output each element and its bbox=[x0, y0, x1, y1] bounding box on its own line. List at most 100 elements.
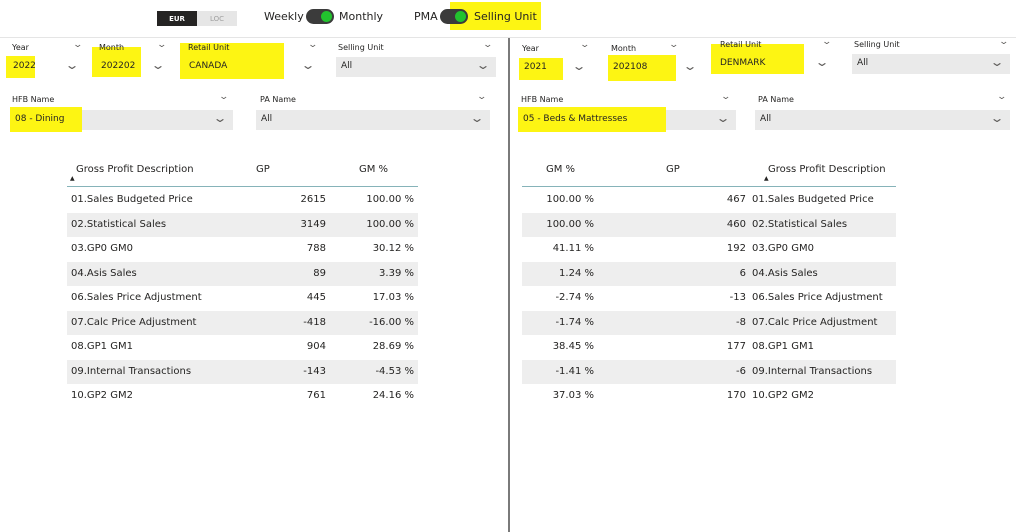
chevron-down-icon[interactable]: ⌄ bbox=[482, 40, 494, 50]
right-selling-unit-label: Selling Unit bbox=[854, 40, 900, 49]
right-hfb-name-value: 05 - Beds & Mattresses bbox=[523, 114, 628, 124]
cell-desc: 02.Statistical Sales bbox=[71, 218, 167, 230]
table-row[interactable]: 100.00 % 467 01.Sales Budgeted Price bbox=[522, 188, 896, 212]
cell-gm: 100.00 % bbox=[366, 218, 414, 230]
chevron-down-icon: ⌄ bbox=[989, 55, 1005, 69]
cell-gm: -1.74 % bbox=[555, 316, 594, 328]
table-row[interactable]: -1.74 % -8 07.Calc Price Adjustment bbox=[522, 310, 896, 335]
chevron-down-icon[interactable]: ⌄ bbox=[72, 40, 84, 50]
left-pa-name-dropdown[interactable]: All ⌄ bbox=[256, 110, 490, 130]
table-row[interactable]: 04.Asis Sales 89 3.39 % bbox=[67, 261, 418, 286]
table-row[interactable]: 100.00 % 460 02.Statistical Sales bbox=[522, 212, 896, 237]
right-pa-name-label: PA Name bbox=[758, 95, 794, 104]
left-year-value: 2022 bbox=[13, 61, 36, 71]
right-header-gm[interactable]: GM % bbox=[546, 164, 576, 175]
right-year-value: 2021 bbox=[524, 62, 547, 72]
cell-desc: 01.Sales Budgeted Price bbox=[752, 194, 874, 205]
table-row[interactable]: -2.74 % -13 06.Sales Price Adjustment bbox=[522, 286, 896, 310]
chevron-down-icon: ⌄ bbox=[469, 111, 485, 125]
table-row[interactable]: 08.GP1 GM1 904 28.69 % bbox=[67, 335, 418, 359]
chevron-down-icon[interactable]: ⌄ bbox=[668, 40, 680, 50]
table-row[interactable]: -1.41 % -6 09.Internal Transactions bbox=[522, 359, 896, 384]
right-hfb-name-dropdown[interactable]: 05 - Beds & Mattresses ⌄ bbox=[518, 107, 736, 132]
right-header-gp[interactable]: GP bbox=[666, 164, 680, 175]
cell-gp: 2615 bbox=[300, 194, 326, 205]
left-header-gp[interactable]: GP bbox=[256, 164, 270, 175]
right-year-dropdown[interactable]: 2021 ⌄ bbox=[519, 58, 592, 78]
cell-desc: 09.Internal Transactions bbox=[752, 365, 873, 377]
chevron-down-icon[interactable]: ⌄ bbox=[996, 92, 1008, 102]
mode-toggle-switch[interactable] bbox=[440, 9, 468, 24]
chevron-down-icon: ⌄ bbox=[475, 58, 491, 72]
chevron-down-icon: ⌄ bbox=[814, 55, 830, 69]
left-month-value: 202202 bbox=[101, 61, 136, 71]
cell-gp: 177 bbox=[726, 341, 746, 352]
cell-gp: 904 bbox=[306, 341, 326, 352]
cell-desc: 04.Asis Sales bbox=[71, 267, 137, 279]
cell-desc: 03.GP0 GM0 bbox=[71, 243, 133, 254]
table-row[interactable]: 10.GP2 GM2 761 24.16 % bbox=[67, 384, 418, 408]
table-row[interactable]: 01.Sales Budgeted Price 2615 100.00 % bbox=[67, 188, 418, 212]
right-retail-unit-dropdown[interactable]: DENMARK ⌄ bbox=[715, 54, 835, 74]
chevron-down-icon[interactable]: ⌄ bbox=[307, 40, 319, 50]
left-header-gm[interactable]: GM % bbox=[359, 164, 389, 175]
chevron-down-icon[interactable]: ⌄ bbox=[218, 92, 230, 102]
table-row[interactable]: 38.45 % 177 08.GP1 GM1 bbox=[522, 335, 896, 359]
table-row[interactable]: 03.GP0 GM0 788 30.12 % bbox=[67, 237, 418, 261]
cell-gp: 170 bbox=[726, 390, 746, 401]
left-header-desc[interactable]: Gross Profit Description bbox=[76, 164, 194, 175]
cell-gm: 3.39 % bbox=[379, 267, 414, 279]
chevron-down-icon[interactable]: ⌄ bbox=[476, 92, 488, 102]
chevron-down-icon[interactable]: ⌄ bbox=[579, 40, 591, 50]
chevron-down-icon[interactable]: ⌄ bbox=[998, 37, 1010, 47]
cell-gp: -6 bbox=[736, 365, 746, 377]
currency-loc-button[interactable]: LOC bbox=[197, 11, 237, 26]
left-selling-unit-dropdown[interactable]: All ⌄ bbox=[336, 57, 496, 77]
chevron-down-icon[interactable]: ⌄ bbox=[156, 40, 168, 50]
period-toggle-switch[interactable] bbox=[306, 9, 334, 24]
table-row[interactable]: 37.03 % 170 10.GP2 GM2 bbox=[522, 384, 896, 408]
cell-gm: 17.03 % bbox=[372, 292, 414, 303]
table-row[interactable]: 1.24 % 6 04.Asis Sales bbox=[522, 261, 896, 286]
table-row[interactable]: 09.Internal Transactions -143 -4.53 % bbox=[67, 359, 418, 384]
left-retail-unit-value: CANADA bbox=[189, 61, 228, 71]
left-hfb-name-dropdown[interactable]: 08 - Dining ⌄ bbox=[10, 107, 233, 132]
cell-gp: 445 bbox=[306, 292, 326, 303]
cell-gm: 41.11 % bbox=[552, 243, 594, 254]
left-month-dropdown[interactable]: 202202 ⌄ bbox=[96, 57, 171, 77]
table-row[interactable]: 07.Calc Price Adjustment -418 -16.00 % bbox=[67, 310, 418, 335]
right-selling-unit-dropdown[interactable]: All ⌄ bbox=[852, 54, 1010, 74]
right-header-desc[interactable]: Gross Profit Description bbox=[768, 164, 886, 175]
sort-ascending-icon: ▲ bbox=[764, 175, 769, 182]
left-year-dropdown[interactable]: 2022 ⌄ bbox=[8, 57, 85, 77]
right-month-value: 202108 bbox=[613, 62, 648, 72]
left-month-label: Month bbox=[99, 43, 125, 52]
right-header-underline bbox=[522, 186, 896, 187]
left-selling-unit-value: All bbox=[341, 61, 353, 71]
selling-unit-label: Selling Unit bbox=[474, 10, 537, 23]
right-pa-name-dropdown[interactable]: All ⌄ bbox=[755, 110, 1010, 130]
chevron-down-icon: ⌄ bbox=[150, 58, 166, 72]
sort-ascending-icon: ▲ bbox=[70, 175, 75, 182]
chevron-down-icon: ⌄ bbox=[64, 58, 80, 72]
right-year-label: Year bbox=[522, 44, 539, 53]
table-row[interactable]: 41.11 % 192 03.GP0 GM0 bbox=[522, 237, 896, 261]
chevron-down-icon[interactable]: ⌄ bbox=[720, 92, 732, 102]
left-header-underline bbox=[67, 186, 418, 187]
left-selling-unit-label: Selling Unit bbox=[338, 43, 384, 52]
currency-eur-button[interactable]: EUR bbox=[157, 11, 197, 26]
chevron-down-icon: ⌄ bbox=[989, 111, 1005, 125]
cell-gp: 89 bbox=[313, 267, 326, 279]
chevron-down-icon[interactable]: ⌄ bbox=[821, 37, 833, 47]
table-row[interactable]: 02.Statistical Sales 3149 100.00 % bbox=[67, 212, 418, 237]
right-month-label: Month bbox=[611, 44, 637, 53]
left-retail-unit-dropdown[interactable]: CANADA ⌄ bbox=[184, 57, 321, 77]
table-row[interactable]: 06.Sales Price Adjustment 445 17.03 % bbox=[67, 286, 418, 310]
left-pa-name-label: PA Name bbox=[260, 95, 296, 104]
chevron-down-icon: ⌄ bbox=[300, 58, 316, 72]
toggle-knob-icon bbox=[321, 11, 332, 22]
cell-gp: 761 bbox=[306, 390, 326, 401]
chevron-down-icon: ⌄ bbox=[571, 59, 587, 73]
right-month-dropdown[interactable]: 202108 ⌄ bbox=[608, 58, 703, 78]
cell-gm: 37.03 % bbox=[552, 390, 594, 401]
